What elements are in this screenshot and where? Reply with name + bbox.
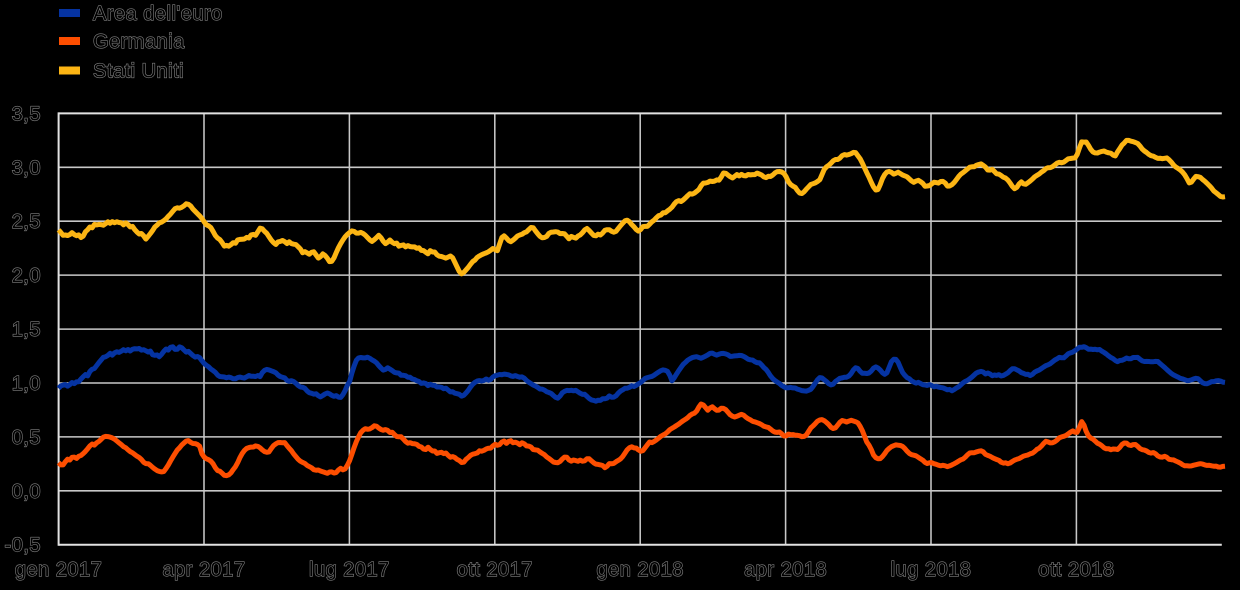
svg-text:-0,5: -0,5 — [5, 535, 41, 557]
svg-text:lug 2018: lug 2018 — [891, 559, 972, 581]
svg-text:0,0: 0,0 — [12, 481, 41, 503]
svg-text:gen 2017: gen 2017 — [15, 559, 102, 581]
svg-text:Stati Uniti: Stati Uniti — [93, 61, 184, 83]
svg-text:0,5: 0,5 — [12, 427, 41, 449]
svg-text:3,5: 3,5 — [12, 103, 41, 125]
svg-text:ott 2017: ott 2017 — [457, 559, 533, 581]
svg-text:lug 2017: lug 2017 — [309, 559, 390, 581]
svg-text:1,5: 1,5 — [12, 319, 41, 341]
svg-text:1,0: 1,0 — [12, 373, 41, 395]
svg-text:ott 2018: ott 2018 — [1038, 559, 1114, 581]
svg-text:Area dell'euro: Area dell'euro — [93, 3, 223, 25]
svg-text:apr 2017: apr 2017 — [163, 559, 246, 581]
svg-text:3,0: 3,0 — [12, 157, 41, 179]
svg-text:2,5: 2,5 — [12, 211, 41, 233]
svg-text:gen 2018: gen 2018 — [596, 559, 683, 581]
svg-text:Germania: Germania — [93, 31, 185, 53]
svg-text:apr 2018: apr 2018 — [744, 559, 827, 581]
svg-text:2,0: 2,0 — [12, 265, 41, 287]
